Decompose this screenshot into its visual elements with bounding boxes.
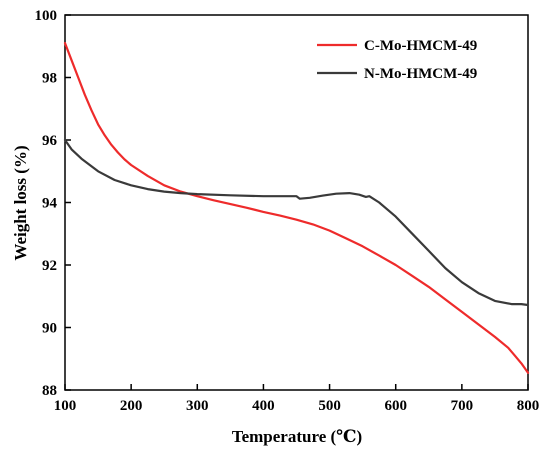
legend: C-Mo-HMCM-49 N-Mo-HMCM-49 [317, 38, 477, 82]
x-tick-label: 400 [252, 398, 275, 414]
y-tick-label: 90 [42, 321, 57, 337]
series-line-n-mo-hmcm-49 [63, 138, 530, 307]
x-axis-title: Temperature (℃) [232, 427, 362, 446]
legend-label: C-Mo-HMCM-49 [364, 38, 477, 54]
x-tick-label: 800 [517, 398, 540, 414]
y-tick-label: 100 [35, 8, 58, 24]
y-axis-title: Weight loss (%) [11, 145, 30, 260]
series-line-c-mo-hmcm-49 [63, 42, 530, 374]
x-tick-label: 100 [54, 398, 77, 414]
y-tick-label: 98 [42, 71, 57, 87]
x-tick-label: 600 [384, 398, 407, 414]
y-tick-label: 88 [42, 383, 57, 399]
x-tick-label: 700 [451, 398, 474, 414]
y-tick-label: 94 [42, 196, 58, 212]
x-tick-label: 500 [318, 398, 341, 414]
y-tick-label: 96 [42, 133, 58, 149]
x-tick-label: 200 [120, 398, 143, 414]
x-tick-label: 300 [186, 398, 209, 414]
legend-label: N-Mo-HMCM-49 [364, 66, 477, 82]
y-tick-label: 92 [42, 258, 57, 274]
